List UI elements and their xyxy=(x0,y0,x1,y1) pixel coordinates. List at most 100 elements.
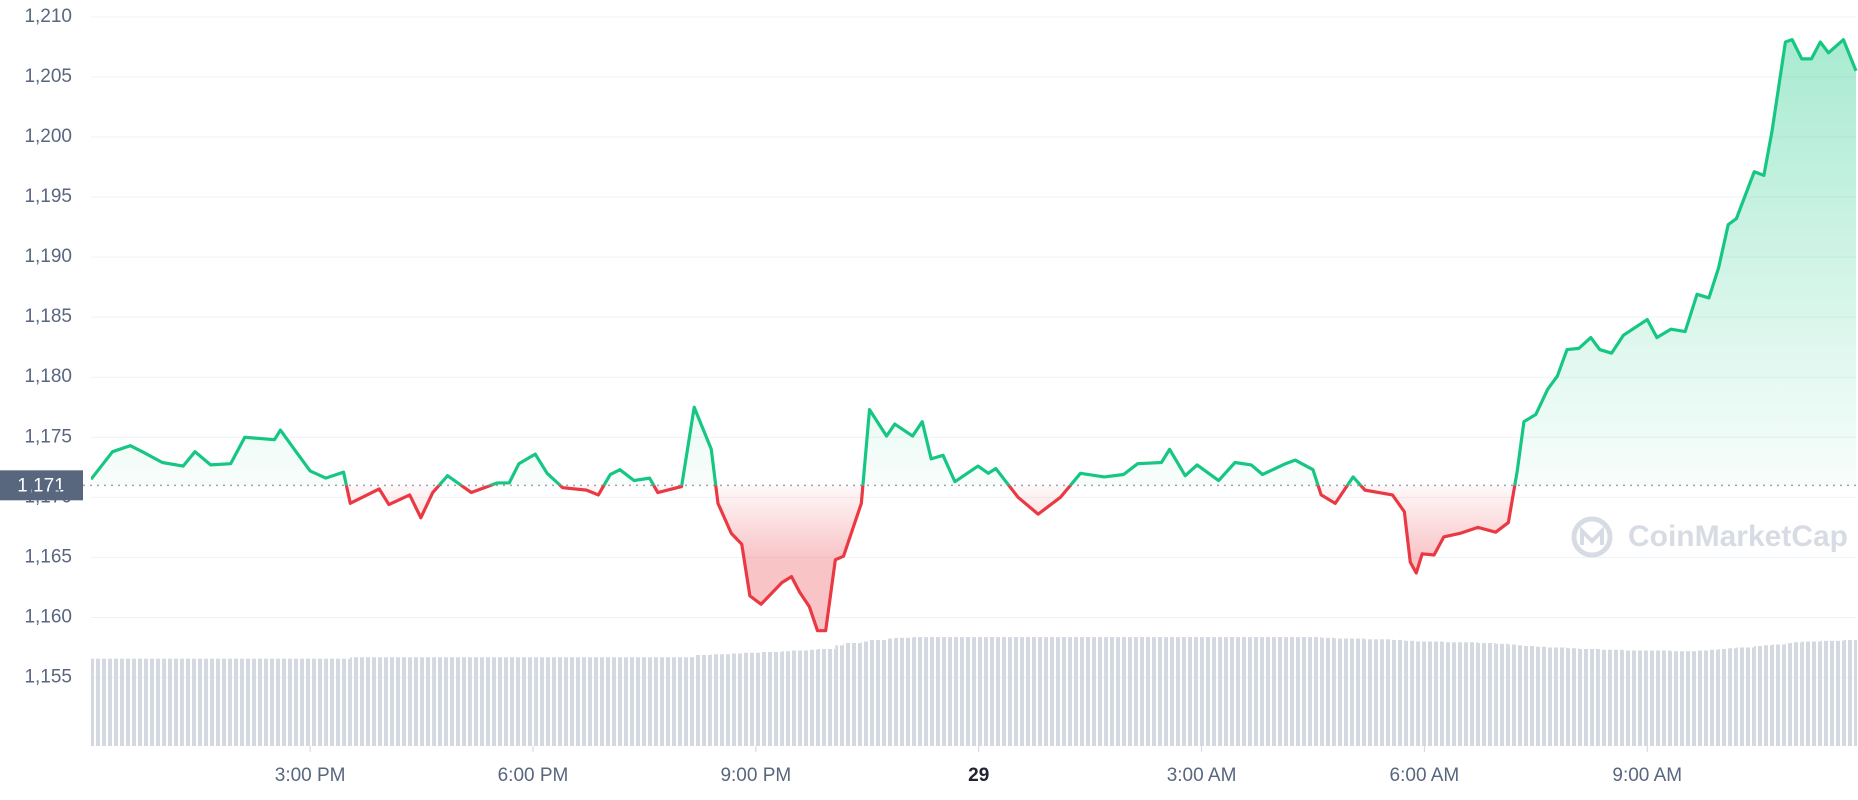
volume-bar xyxy=(1285,637,1296,746)
y-tick-label: 1,195 xyxy=(24,186,72,207)
volume-bar xyxy=(1508,644,1518,746)
volume-bar xyxy=(894,637,913,746)
volume-bar xyxy=(142,658,163,746)
y-tick-label: 1,155 xyxy=(24,667,72,688)
volume-bar xyxy=(995,637,1019,746)
volume-bar xyxy=(711,654,718,746)
volume-bar xyxy=(731,653,742,746)
volume-bar xyxy=(931,637,944,746)
volume-bar xyxy=(1312,637,1322,746)
volume-bar xyxy=(1708,649,1719,746)
volume-bar xyxy=(843,643,862,746)
volume-bar xyxy=(274,658,281,746)
volume-bar xyxy=(471,657,498,746)
price-line xyxy=(91,38,1858,633)
volume-bar xyxy=(694,654,712,746)
volume-bar xyxy=(1404,640,1411,746)
volume-bar xyxy=(1392,640,1405,746)
volume-bar xyxy=(1754,646,1764,746)
volume-bar xyxy=(130,658,143,746)
volume-bar xyxy=(310,658,326,746)
volume-bar xyxy=(1718,649,1729,746)
volume-bar xyxy=(409,657,421,746)
volume-bar xyxy=(825,649,836,746)
volume-bar xyxy=(1647,650,1657,746)
y-tick-label: 1,175 xyxy=(24,426,72,447)
volume-bar xyxy=(761,652,782,746)
watermark: CoinMarketCap xyxy=(1571,516,1848,558)
volume-bar xyxy=(1828,640,1844,746)
volume-bar xyxy=(1185,637,1198,746)
volume-bar xyxy=(1262,637,1286,746)
volume-bar xyxy=(1535,646,1548,746)
volume-bar xyxy=(1567,648,1579,746)
volume-bar xyxy=(230,658,245,746)
volume-bar xyxy=(657,657,682,746)
volume-bar xyxy=(598,657,611,746)
volume-bar xyxy=(1422,641,1435,746)
volume-bar xyxy=(817,649,826,746)
y-tick-label: 1,205 xyxy=(24,66,72,87)
volume-bar xyxy=(988,637,996,746)
volume-bar xyxy=(1856,640,1857,746)
volume-bar xyxy=(509,657,519,746)
volume-bars xyxy=(91,637,1857,746)
volume-bar xyxy=(91,658,113,746)
y-tick-label: 1,190 xyxy=(24,246,72,267)
x-tick-label: 6:00 PM xyxy=(498,765,569,786)
volume-bar xyxy=(1060,637,1081,746)
volume-bar xyxy=(649,657,658,746)
volume-bar xyxy=(1843,640,1856,746)
volume-bar xyxy=(432,657,448,746)
volume-bar xyxy=(343,658,351,746)
watermark-text: CoinMarketCap xyxy=(1628,520,1848,553)
volume-bar xyxy=(1811,641,1821,746)
watermark-logo-mark xyxy=(1580,526,1604,545)
volume-bar xyxy=(1038,637,1061,746)
volume-bar xyxy=(809,649,818,746)
volume-bar xyxy=(1434,641,1444,746)
volume-bar xyxy=(210,658,231,746)
volume-bar xyxy=(1495,643,1509,746)
volume-bar xyxy=(799,650,810,746)
y-tick-label: 1,165 xyxy=(24,546,72,567)
volume-bar xyxy=(791,650,800,746)
y-tick-label: 1,170 xyxy=(24,486,72,507)
volume-bar xyxy=(1671,651,1686,746)
volume-bar xyxy=(1763,645,1773,746)
volume-bar xyxy=(1104,637,1124,746)
volume-bar xyxy=(325,658,344,746)
volume-bar xyxy=(781,651,792,746)
volume-bar xyxy=(1685,651,1698,746)
volume-bar xyxy=(1321,637,1336,746)
area-up xyxy=(91,39,1856,486)
volume-bar xyxy=(1018,637,1039,746)
volume-bar xyxy=(1234,637,1252,746)
volume-bar xyxy=(1137,637,1162,746)
baseline-box xyxy=(0,470,83,501)
volume-bar xyxy=(1599,649,1612,746)
volume-bar xyxy=(447,657,472,746)
y-tick-label: 1,210 xyxy=(24,6,72,27)
area xyxy=(91,39,1856,631)
volume-bar xyxy=(861,641,870,746)
volume-bar xyxy=(1161,637,1170,746)
volume-bar xyxy=(1353,638,1365,746)
volume-bar xyxy=(1611,649,1624,746)
volume-bar xyxy=(112,658,131,746)
y-tick-label: 1,200 xyxy=(24,126,72,147)
volume-bar xyxy=(1792,642,1802,746)
x-tick-label: 29 xyxy=(968,765,989,786)
volume-bar xyxy=(194,658,211,746)
volume-bar xyxy=(912,637,923,746)
volume-bar xyxy=(1590,649,1600,746)
volume-bar xyxy=(1820,640,1829,746)
volume-bar xyxy=(586,657,599,746)
volume-bar xyxy=(1517,645,1524,746)
volume-bar xyxy=(1728,648,1737,746)
y-tick-label: 1,180 xyxy=(24,366,72,387)
volume-bar xyxy=(244,658,275,746)
volume-bar xyxy=(562,657,587,746)
